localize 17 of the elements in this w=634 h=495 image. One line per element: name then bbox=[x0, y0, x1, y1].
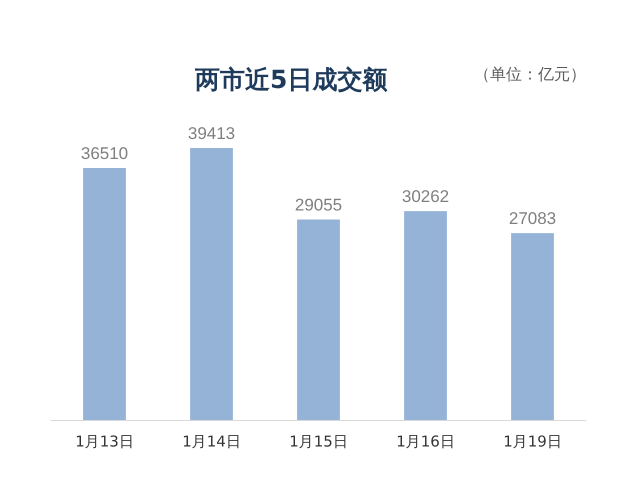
x-tick-label: 1月19日 bbox=[503, 432, 562, 450]
data-label: 27083 bbox=[508, 209, 556, 228]
bar bbox=[404, 211, 447, 420]
data-label: 39413 bbox=[188, 124, 236, 143]
x-tick-label: 1月14日 bbox=[182, 432, 241, 450]
x-tick-label: 1月16日 bbox=[396, 432, 455, 450]
bar bbox=[297, 219, 340, 420]
x-tick-label: 1月15日 bbox=[289, 432, 348, 450]
chart-title: 两市近5日成交额 bbox=[194, 65, 388, 94]
data-label: 30262 bbox=[402, 187, 450, 206]
data-label: 29055 bbox=[294, 195, 342, 214]
bar bbox=[511, 233, 554, 420]
text: （单位：亿元） bbox=[474, 64, 586, 84]
x-tick-label: 1月13日 bbox=[75, 432, 134, 450]
data-label: 36510 bbox=[80, 144, 128, 164]
bar bbox=[190, 148, 233, 420]
bar bbox=[83, 168, 126, 420]
